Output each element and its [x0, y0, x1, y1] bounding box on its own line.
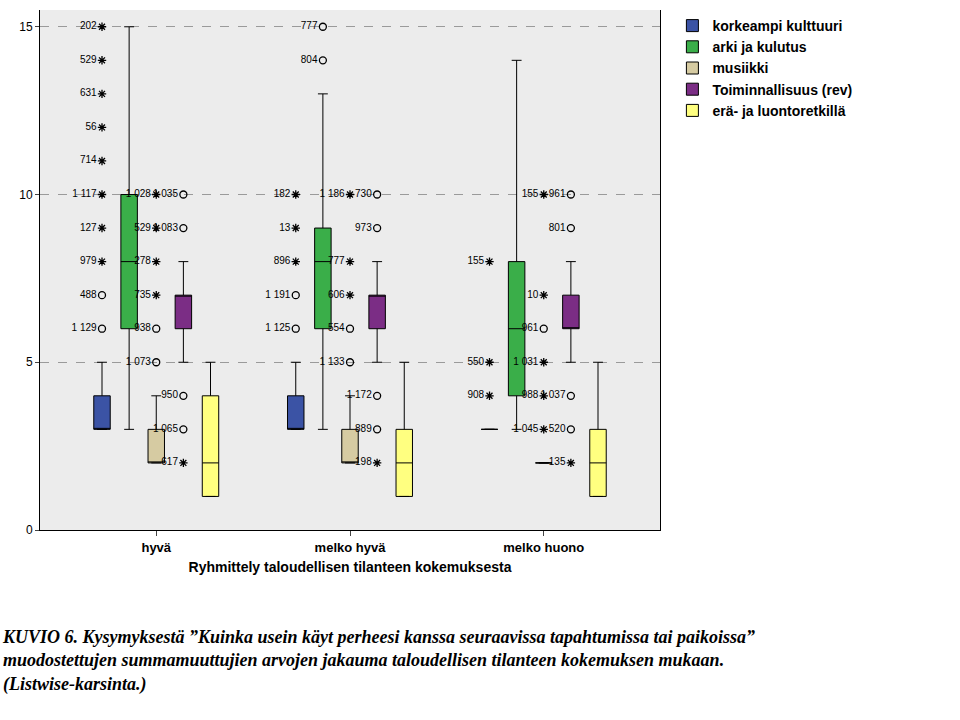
svg-text:1 065: 1 065	[153, 423, 178, 434]
svg-text:135: 135	[549, 456, 566, 467]
svg-text:950: 950	[161, 389, 178, 400]
svg-text:714: 714	[80, 154, 97, 165]
svg-text:1 117: 1 117	[72, 188, 97, 199]
svg-text:554: 554	[328, 322, 345, 333]
svg-text:1 129: 1 129	[72, 322, 97, 333]
svg-text:908: 908	[467, 389, 484, 400]
svg-text:1 035: 1 035	[153, 188, 178, 199]
svg-text:617: 617	[161, 456, 178, 467]
svg-text:0: 0	[26, 523, 33, 537]
svg-text:777: 777	[328, 255, 345, 266]
svg-text:182: 182	[274, 188, 291, 199]
svg-text:889: 889	[355, 423, 372, 434]
svg-text:Ryhmittely taloudellisen tilan: Ryhmittely taloudellisen tilanteen kokem…	[189, 559, 512, 575]
svg-text:961: 961	[522, 322, 539, 333]
svg-text:hyvä: hyvä	[141, 540, 171, 555]
svg-text:520: 520	[549, 423, 566, 434]
svg-text:arki ja kulutus: arki ja kulutus	[712, 39, 806, 55]
svg-text:735: 735	[134, 289, 151, 300]
svg-text:155: 155	[467, 255, 484, 266]
svg-text:278: 278	[134, 255, 151, 266]
svg-text:musiikki: musiikki	[712, 60, 768, 76]
svg-text:777: 777	[301, 20, 318, 31]
svg-text:896: 896	[274, 255, 291, 266]
svg-text:15: 15	[19, 20, 33, 34]
svg-text:488: 488	[80, 289, 97, 300]
svg-text:korkeampi kulttuuri: korkeampi kulttuuri	[712, 18, 842, 34]
svg-text:KUVIO 6. Kysymyksestä ”Kuinka: KUVIO 6. Kysymyksestä ”Kuinka usein käyt…	[2, 627, 755, 695]
svg-text:606: 606	[328, 289, 345, 300]
svg-text:730: 730	[355, 188, 372, 199]
svg-text:127: 127	[80, 222, 97, 233]
svg-text:1 031: 1 031	[513, 356, 538, 367]
svg-text:1 191: 1 191	[265, 289, 290, 300]
svg-text:1 045: 1 045	[513, 423, 538, 434]
svg-text:529: 529	[134, 222, 151, 233]
svg-text:1 125: 1 125	[265, 322, 290, 333]
svg-text:979: 979	[80, 255, 97, 266]
svg-text:155: 155	[522, 188, 539, 199]
svg-text:938: 938	[134, 322, 151, 333]
svg-text:10: 10	[19, 188, 33, 202]
svg-text:10: 10	[527, 289, 539, 300]
svg-text:1 073: 1 073	[126, 356, 151, 367]
svg-text:melko huono: melko huono	[503, 540, 584, 555]
svg-text:melko hyvä: melko hyvä	[315, 540, 387, 555]
svg-text:56: 56	[86, 121, 98, 132]
svg-text:529: 529	[80, 54, 97, 65]
svg-text:631: 631	[80, 87, 97, 98]
svg-text:13: 13	[279, 222, 291, 233]
svg-text:988: 988	[522, 389, 539, 400]
svg-text:804: 804	[301, 54, 318, 65]
svg-text:erä- ja luontoretkillä: erä- ja luontoretkillä	[712, 103, 845, 119]
svg-text:198: 198	[355, 456, 372, 467]
svg-text:1 172: 1 172	[347, 389, 372, 400]
svg-text:1 133: 1 133	[320, 356, 345, 367]
svg-text:1 083: 1 083	[153, 222, 178, 233]
svg-text:5: 5	[26, 355, 33, 369]
svg-text:973: 973	[355, 222, 372, 233]
svg-text:1 037: 1 037	[540, 389, 565, 400]
svg-text:202: 202	[80, 20, 97, 31]
svg-text:1 186: 1 186	[320, 188, 345, 199]
svg-text:1 028: 1 028	[126, 188, 151, 199]
svg-text:550: 550	[467, 356, 484, 367]
svg-text:Toiminnallisuus (rev): Toiminnallisuus (rev)	[712, 82, 852, 98]
svg-text:961: 961	[549, 188, 566, 199]
svg-text:801: 801	[549, 222, 566, 233]
